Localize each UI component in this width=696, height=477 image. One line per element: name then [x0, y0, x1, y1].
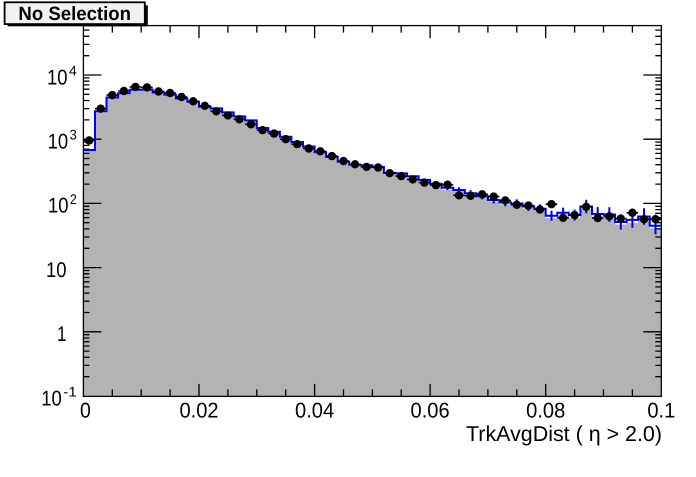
svg-text:0.06: 0.06	[411, 398, 450, 422]
svg-text:3: 3	[70, 127, 77, 143]
svg-text:0.02: 0.02	[179, 398, 218, 422]
svg-text:2: 2	[70, 191, 77, 207]
svg-text:10: 10	[46, 258, 67, 282]
svg-text:10: 10	[48, 194, 69, 218]
svg-text:0.08: 0.08	[526, 398, 565, 422]
svg-text:10: 10	[47, 65, 68, 89]
svg-text:0.04: 0.04	[295, 398, 334, 422]
svg-text:TrkAvgDist ( η > 2.0): TrkAvgDist ( η > 2.0)	[466, 422, 662, 446]
svg-text:No Selection: No Selection	[18, 4, 131, 25]
svg-text:0.1: 0.1	[647, 398, 675, 422]
svg-text:-1: -1	[63, 383, 77, 399]
svg-text:10: 10	[48, 130, 69, 154]
svg-text:10: 10	[41, 386, 62, 410]
svg-text:4: 4	[69, 62, 77, 78]
svg-text:0: 0	[80, 398, 91, 422]
svg-text:1: 1	[57, 322, 67, 346]
